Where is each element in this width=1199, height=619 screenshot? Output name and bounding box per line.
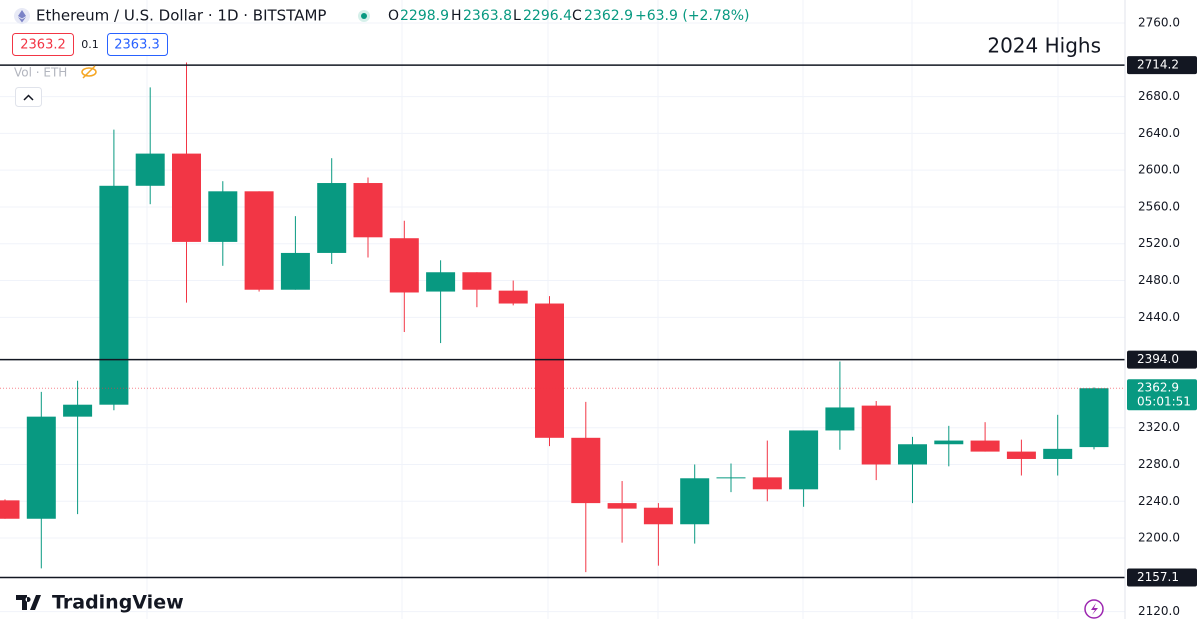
- level-tag-label: 2394.0: [1137, 352, 1179, 366]
- candle-body: [752, 477, 782, 490]
- sell-price: 2363.2: [20, 38, 66, 53]
- y-tick-label: 2480.0: [1138, 273, 1180, 287]
- y-tick-label: 2280.0: [1138, 457, 1180, 471]
- y-tick-label: 2520.0: [1138, 236, 1180, 250]
- candle-body: [317, 183, 347, 253]
- buy-price: 2363.3: [114, 38, 160, 53]
- ohlc-label: L: [513, 8, 521, 24]
- candle-body: [970, 440, 1000, 452]
- candle-body: [63, 404, 93, 417]
- candle-body: [208, 191, 238, 242]
- candle-body: [462, 272, 492, 290]
- ohlc-label: C: [572, 8, 582, 24]
- candle-body: [716, 477, 746, 479]
- candle-body: [99, 185, 129, 405]
- level-tag: [1127, 56, 1197, 75]
- candle-body: [898, 444, 927, 465]
- candle-body: [26, 416, 56, 519]
- vertical-grid: [146, 0, 1059, 619]
- overlay: 2120.0 2200.0 2240.0 2280.0 2320.0 2440.0 2480…: [987, 15, 1197, 618]
- candle-body: [825, 407, 855, 431]
- candle-body: [571, 437, 601, 504]
- candle-body: [172, 153, 201, 242]
- y-tick-label: 2240.0: [1138, 494, 1180, 508]
- annotation: 2024 Highs: [987, 34, 1101, 58]
- candle-body: [280, 252, 310, 290]
- spread: 0.1: [81, 38, 99, 51]
- buy-button[interactable]: [107, 33, 168, 56]
- ohlc-value: 2363.8: [463, 8, 512, 24]
- candle-body: [244, 191, 274, 290]
- y-tick-label: 2760.0: [1138, 15, 1180, 29]
- eth-icon-shape: [18, 10, 26, 23]
- y-tick-label: 2120.0: [1138, 604, 1180, 618]
- price-tag-value: 2362.9: [1137, 381, 1179, 395]
- level-tag-label: 2714.2: [1137, 58, 1179, 72]
- candle-body: [0, 500, 20, 519]
- y-tick-label: 2600.0: [1138, 163, 1180, 177]
- candle-body: [607, 503, 637, 509]
- alert-icon: [1091, 603, 1098, 615]
- hidden-icon[interactable]: [81, 65, 97, 79]
- plot: [0, 22, 1125, 613]
- ohlc-value: 2298.9: [400, 8, 449, 24]
- level-tag-label: 2157.1: [1137, 570, 1179, 584]
- candle-body: [789, 430, 819, 490]
- ohlc-value: 2362.9: [584, 8, 633, 24]
- candle-body: [135, 153, 165, 186]
- y-tick-label: 2640.0: [1138, 126, 1180, 140]
- candle-body: [498, 290, 528, 304]
- ohlc-legend: O 2298.9 H 2363.8 L 2296.4 C 2362.9 +63.…: [388, 8, 749, 24]
- y-tick-label: 2560.0: [1138, 199, 1180, 213]
- eye-slash: [82, 65, 96, 79]
- candle-body: [643, 507, 673, 525]
- change: +63.9 (+2.78%): [635, 8, 749, 24]
- eye: [81, 67, 97, 77]
- candle-body: [680, 478, 710, 525]
- level-tag: [1127, 568, 1197, 587]
- candle-body: [1006, 451, 1036, 459]
- y-tick-label: 2680.0: [1138, 89, 1180, 103]
- collapse-button[interactable]: [15, 87, 42, 107]
- logo-text: TradingView: [52, 592, 184, 614]
- candle-body: [353, 183, 383, 238]
- candle-body: [426, 272, 456, 292]
- ohlc-label: H: [451, 8, 462, 24]
- candle-body: [389, 238, 419, 293]
- y-tick-label: 2440.0: [1138, 310, 1180, 324]
- candle-body: [934, 440, 964, 445]
- ohlc-label: O: [388, 8, 399, 24]
- market-status-dot: [361, 13, 367, 19]
- symbol-title: Ethereum / U.S. Dollar · 1D · BITSTAMP: [36, 7, 326, 25]
- candle-body: [861, 405, 891, 465]
- sell-button[interactable]: [12, 33, 74, 56]
- price-tag: [1127, 379, 1197, 411]
- candle-body: [535, 303, 564, 438]
- ohlc-value: 2296.4: [523, 8, 572, 24]
- collapse-icon: [23, 94, 34, 101]
- price-tag-countdown: 05:01:51: [1137, 395, 1191, 409]
- candle-body: [1043, 448, 1073, 459]
- level-tag: [1127, 350, 1197, 369]
- y-tick-label: 2200.0: [1138, 531, 1180, 545]
- candle-body: [1079, 388, 1109, 448]
- y-tick-label: 2320.0: [1138, 420, 1180, 434]
- volume-label: Vol · ETH: [14, 66, 67, 80]
- logo-icon: [16, 595, 41, 610]
